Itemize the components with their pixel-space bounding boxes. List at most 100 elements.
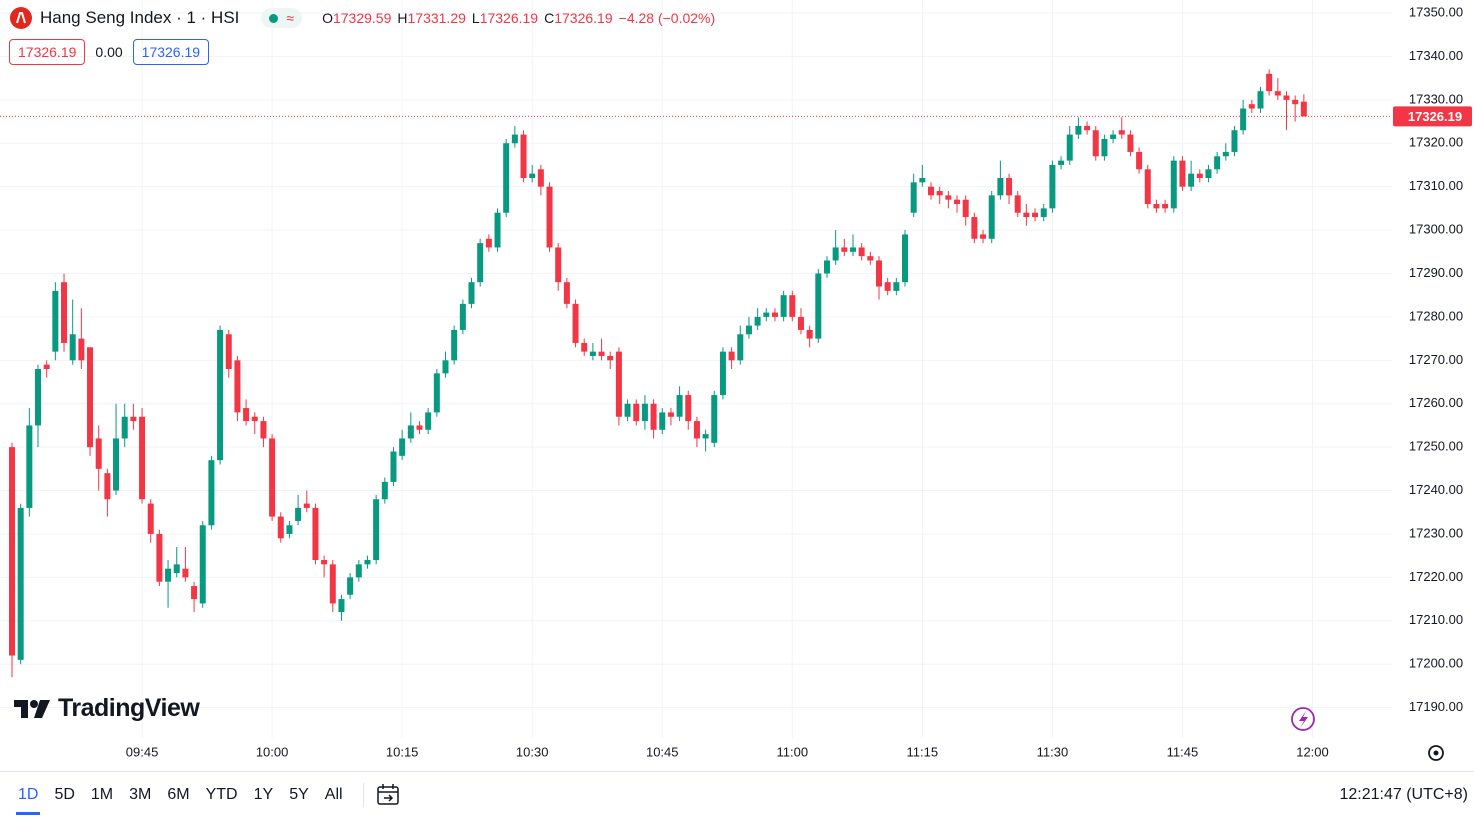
candle-body	[728, 351, 735, 361]
open-value: 17329.59	[332, 10, 392, 26]
candle-body	[1214, 156, 1221, 170]
candle-body	[433, 373, 440, 413]
candle-body	[1292, 99, 1299, 105]
candle-body	[139, 416, 146, 500]
range-button[interactable]: 1D	[10, 786, 46, 815]
high-label: H	[397, 10, 408, 26]
range-button[interactable]: 1Y	[253, 785, 274, 803]
y-tick-label: 17210.00	[1409, 612, 1463, 627]
news-flash-button[interactable]	[1291, 707, 1315, 731]
candle-body	[338, 599, 345, 613]
candle-body	[425, 412, 432, 430]
brand-logo[interactable]: TradingView	[14, 694, 200, 723]
candle-body	[589, 351, 596, 356]
candle-body	[1300, 101, 1307, 117]
range-button[interactable]: All	[324, 785, 343, 803]
candle-body	[69, 334, 76, 361]
candle-body	[1170, 160, 1177, 209]
sell-price[interactable]: 17326.19	[9, 39, 86, 65]
candle-body	[780, 295, 787, 317]
brand-name: TradingView	[58, 694, 200, 722]
open-label: O	[322, 10, 333, 26]
y-tick-label: 17290.00	[1409, 265, 1463, 280]
candle-body	[1153, 204, 1160, 209]
candle-body	[1127, 134, 1134, 152]
x-tick-label: 10:45	[646, 744, 679, 759]
y-tick-label: 17330.00	[1409, 91, 1463, 106]
candle-body	[243, 408, 250, 422]
candle-body	[199, 525, 206, 604]
candle-body	[797, 316, 804, 330]
candle-body	[407, 425, 414, 439]
candle-body	[1040, 208, 1047, 218]
x-tick-label: 09:45	[126, 744, 159, 759]
low-label: L	[471, 10, 480, 26]
candle-body	[1266, 73, 1273, 92]
y-tick-label: 17240.00	[1409, 482, 1463, 497]
candle-body	[615, 351, 622, 417]
candle-body	[303, 503, 310, 508]
range-group: 1D 5D 1M 3M 6M YTD 1Y 5Y All	[10, 785, 351, 815]
buy-price[interactable]: 17326.19	[132, 39, 210, 65]
low-value: 17326.19	[479, 10, 539, 26]
candle-body	[945, 195, 952, 200]
candle-body	[789, 295, 796, 317]
candle-body	[928, 186, 935, 196]
goto-date-button[interactable]	[376, 783, 402, 807]
candle-body	[529, 173, 536, 178]
y-tick-label: 17200.00	[1409, 656, 1463, 671]
candle-body	[1283, 95, 1290, 100]
candle-body	[9, 447, 15, 656]
candle-body	[390, 451, 397, 482]
range-button[interactable]: 3M	[129, 785, 152, 803]
candle-body	[598, 351, 605, 356]
legend-header: Hang Seng Index · 1 · HSI ≈ O 17329.59 H 1…	[10, 6, 715, 30]
candle-body	[537, 169, 544, 187]
candle-body	[130, 416, 137, 422]
candle-body	[399, 438, 406, 456]
candle-body	[1006, 177, 1013, 196]
symbol-title[interactable]: Hang Seng Index · 1 · HSI	[40, 8, 240, 27]
candle-body	[321, 560, 328, 565]
candle-body	[1066, 134, 1073, 161]
y-tick-label: 17280.00	[1409, 308, 1463, 323]
separator	[362, 782, 364, 807]
candle-body	[763, 312, 770, 317]
settings-button[interactable]	[1428, 745, 1444, 761]
candle-body	[832, 247, 839, 261]
x-tick-label: 10:15	[386, 744, 419, 759]
candle-body	[312, 507, 319, 561]
candle-body	[251, 416, 258, 422]
x-tick-label: 11:00	[777, 744, 809, 759]
candle-body	[217, 329, 224, 461]
candle-body	[1092, 130, 1099, 157]
candle-body	[52, 290, 59, 352]
range-button[interactable]: 1M	[90, 785, 114, 803]
candle-body	[182, 568, 189, 578]
clock[interactable]: 12:21:47 (UTC+8)	[1339, 785, 1468, 803]
candle-body	[1222, 151, 1229, 157]
candle-body	[1231, 130, 1238, 152]
candle-body	[26, 425, 33, 508]
candle-body	[954, 199, 961, 205]
market-status[interactable]: ≈	[261, 8, 303, 28]
range-button[interactable]: 5D	[54, 785, 75, 803]
x-tick-label: 11:30	[1037, 744, 1069, 759]
candle-body	[1110, 134, 1117, 139]
candle-body	[988, 195, 995, 239]
candle-body	[121, 416, 128, 439]
candle-body	[485, 238, 492, 248]
change: −4.28 (−0.02%)	[618, 10, 716, 26]
range-button[interactable]: YTD	[205, 785, 238, 803]
candle-body	[1136, 151, 1143, 170]
candle-body	[355, 564, 362, 578]
candle-body	[1101, 138, 1108, 157]
candle-body	[442, 360, 449, 374]
candle-body	[719, 351, 726, 396]
candle-body	[650, 403, 657, 430]
y-tick-label: 17320.00	[1409, 135, 1463, 150]
candle-body	[260, 421, 267, 439]
candle-body	[1205, 169, 1212, 178]
range-button[interactable]: 5Y	[289, 785, 309, 803]
range-button[interactable]: 6M	[167, 785, 190, 803]
